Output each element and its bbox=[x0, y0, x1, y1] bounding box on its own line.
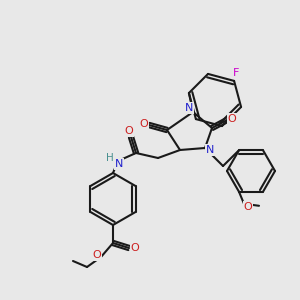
Text: O: O bbox=[244, 202, 252, 212]
Text: H: H bbox=[106, 153, 114, 163]
Text: F: F bbox=[233, 68, 239, 78]
Text: O: O bbox=[140, 119, 148, 129]
Text: O: O bbox=[93, 250, 101, 260]
Text: N: N bbox=[115, 159, 123, 169]
Text: N: N bbox=[206, 145, 214, 155]
Text: O: O bbox=[228, 114, 236, 124]
Text: O: O bbox=[124, 126, 134, 136]
Text: O: O bbox=[130, 243, 140, 253]
Text: N: N bbox=[185, 103, 193, 113]
